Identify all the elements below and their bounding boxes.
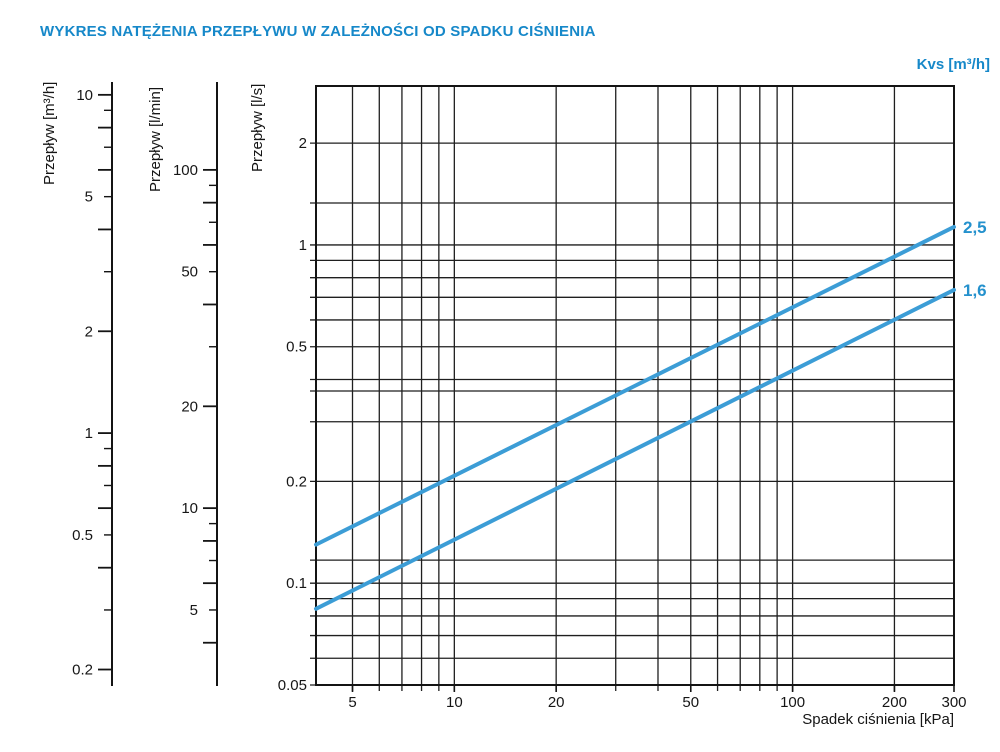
nomogram-tick-label: 5 bbox=[190, 602, 198, 619]
nomogram-tick-label: 10 bbox=[181, 500, 198, 517]
nomogram-tick-label: 20 bbox=[181, 398, 198, 415]
x-tick-label: 10 bbox=[446, 694, 463, 711]
y-tick-label: 2 bbox=[299, 135, 307, 152]
x-tick-label: 50 bbox=[682, 694, 699, 711]
kvs-unit-header: Kvs [m³/h] bbox=[916, 56, 990, 73]
page-title: WYKRES NATĘŻENIA PRZEPŁYWU W ZALEŻNOŚCI … bbox=[40, 23, 596, 40]
nomogram-tick-label: 100 bbox=[173, 162, 198, 179]
x-tick-label: 20 bbox=[548, 694, 565, 711]
nomogram-tick-label: 50 bbox=[181, 264, 198, 281]
nomogram-tick-label: 10 bbox=[76, 87, 93, 104]
y-tick-label: 0.05 bbox=[278, 677, 307, 694]
plot-border bbox=[315, 85, 955, 686]
x-axis-title: Spadek ciśnienia [kPa] bbox=[802, 711, 954, 728]
nomogram-tick-label: 2 bbox=[85, 323, 93, 340]
x-tick-label: 300 bbox=[941, 694, 966, 711]
y-tick-label: 0.1 bbox=[286, 575, 307, 592]
y-tick-label: 1 bbox=[299, 237, 307, 254]
generated-chart-layer: 5 10 20 50 100 200 300 2 1 0.5 0.2 0.1 0.05 10 5 2 1 0.5 0… bbox=[72, 82, 987, 711]
kvs-line-2-5 bbox=[314, 224, 956, 547]
x-tick-label: 100 bbox=[780, 694, 805, 711]
nomogram-tick-label: 5 bbox=[85, 189, 93, 206]
kvs-line-label: 1,6 bbox=[963, 281, 987, 300]
kvs-line-1-6 bbox=[314, 287, 956, 611]
axis-title-przeplyw-m3h: Przepływ [m³/h] bbox=[41, 82, 58, 185]
nomogram-tick-label: 0.5 bbox=[72, 527, 93, 544]
kvs-line-label: 2,5 bbox=[963, 218, 987, 237]
y-tick-label: 0.5 bbox=[286, 339, 307, 356]
x-tick-label: 200 bbox=[882, 694, 907, 711]
axis-title-przeplyw-lmin: Przepływ [l/min] bbox=[147, 87, 164, 192]
nomogram-tick-label: 0.2 bbox=[72, 662, 93, 679]
y-tick-label: 0.2 bbox=[286, 473, 307, 490]
x-tick-label: 5 bbox=[348, 694, 356, 711]
nomogram-tick-label: 1 bbox=[85, 425, 93, 442]
axis-title-przeplyw-ls: Przepływ [l/s] bbox=[249, 84, 266, 172]
